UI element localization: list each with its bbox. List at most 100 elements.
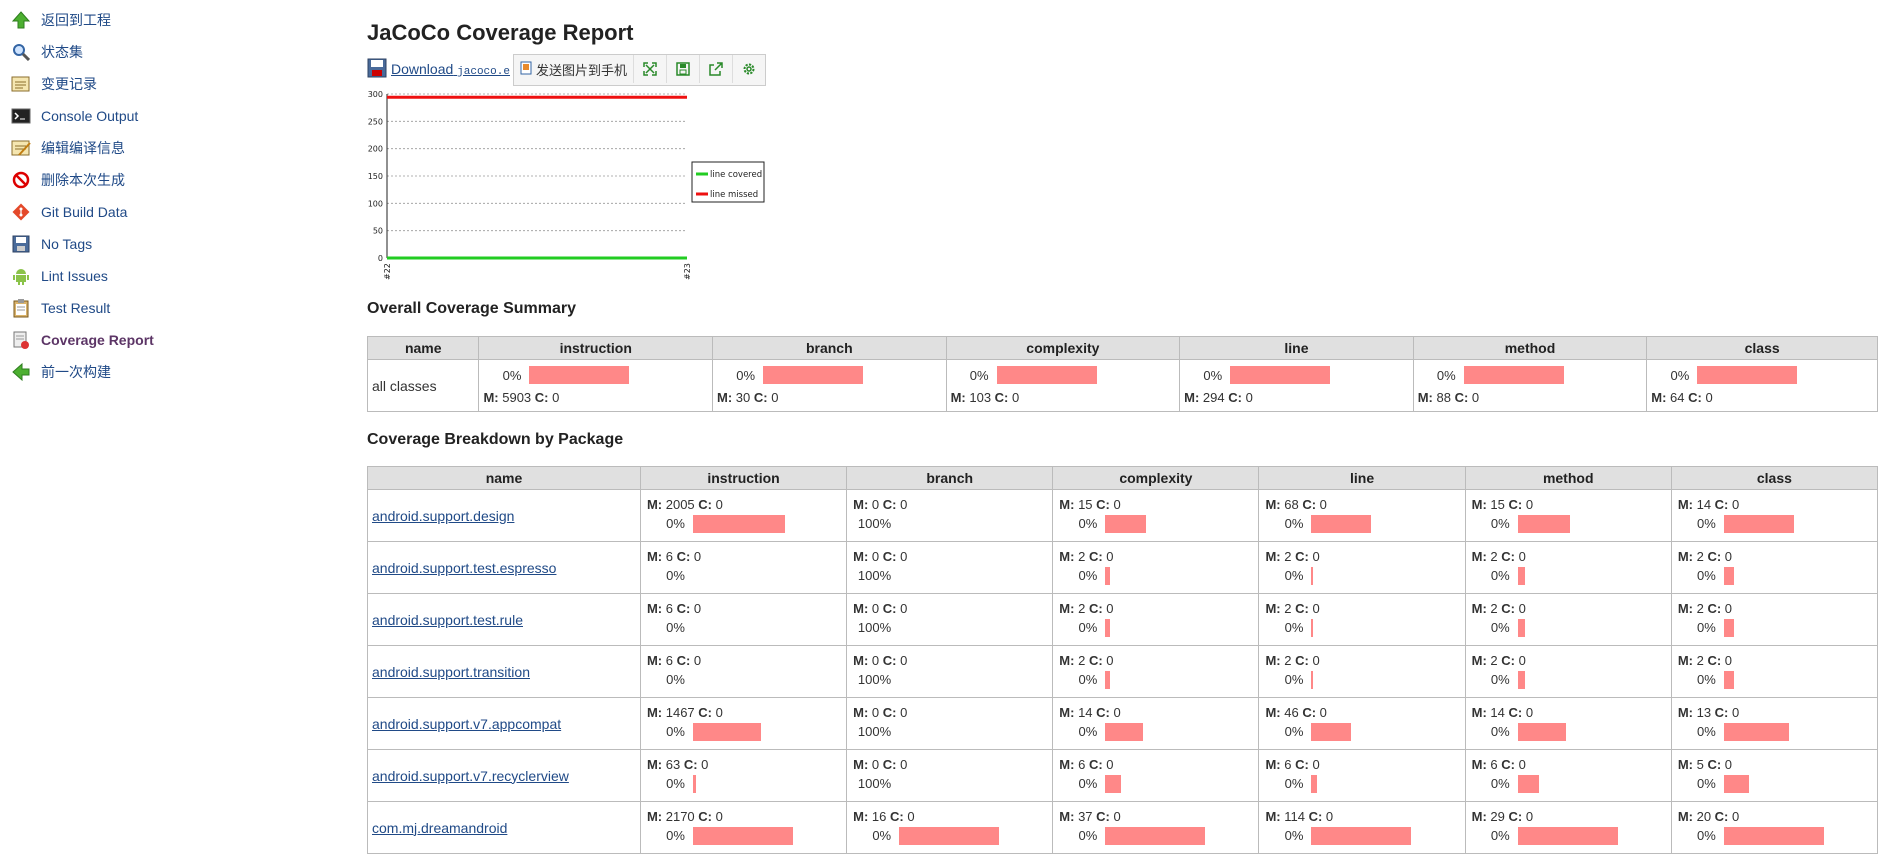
page-title: JaCoCo Coverage Report bbox=[367, 20, 634, 45]
terminal-icon bbox=[10, 105, 32, 127]
coverage-bar bbox=[1463, 366, 1564, 384]
coverage-percent: 0% bbox=[1284, 672, 1304, 687]
coverage-cell: M: 15 C: 0 0% bbox=[1052, 489, 1260, 542]
coverage-percent: 0% bbox=[1490, 620, 1510, 635]
coverage-cell: 0% M: 103 C: 0 bbox=[945, 359, 1181, 412]
sidebar: 返回到工程 状态集 变更记录 Console Output 编辑编译信息 删除本… bbox=[0, 0, 200, 388]
missed-covered-counts: M: 2 C: 0 bbox=[1677, 600, 1733, 616]
coverage-cell: M: 14 C: 0 0% bbox=[1052, 697, 1260, 750]
main-content: JaCoCo Coverage Report Download jacoco.e… bbox=[366, 0, 1882, 854]
floppy-icon bbox=[367, 58, 387, 81]
sidebar-item-delete-build[interactable]: 删除本次生成 bbox=[0, 164, 200, 196]
sidebar-item-label: 状态集 bbox=[41, 44, 83, 60]
coverage-cell: M: 13 C: 0 0% bbox=[1670, 697, 1879, 750]
coverage-percent: 0% bbox=[1697, 516, 1716, 531]
coverage-bar bbox=[996, 366, 1097, 384]
coverage-bar bbox=[1517, 618, 1525, 637]
sidebar-item-edit-build-info[interactable]: 编辑编译信息 bbox=[0, 132, 200, 164]
coverage-cell: M: 2 C: 0 0% bbox=[1670, 593, 1879, 646]
chart-legend-label: line covered bbox=[710, 170, 762, 180]
table-row: android.support.v7.recyclerview M: 63 C: … bbox=[367, 749, 1879, 802]
missed-covered-counts: M: 2 C: 0 bbox=[1059, 652, 1114, 668]
coverage-percent: 0% bbox=[1490, 672, 1510, 687]
package-link[interactable]: android.support.transition bbox=[372, 663, 530, 680]
coverage-cell: M: 68 C: 0 0% bbox=[1258, 489, 1466, 542]
fullscreen-icon[interactable] bbox=[634, 55, 668, 83]
coverage-percent: 0% bbox=[666, 672, 685, 687]
chart-x-tick-label: #22 bbox=[383, 263, 392, 280]
sidebar-item-coverage-report[interactable]: Coverage Report bbox=[0, 324, 200, 356]
table-row: all classes 0% M: 5903 C: 0 0% M: 30 C: 0 0% M… bbox=[366, 359, 1878, 412]
coverage-percent: 0% bbox=[1697, 620, 1716, 635]
coverage-percent: 0% bbox=[1284, 516, 1304, 531]
coverage-cell: M: 63 C: 0 0% bbox=[639, 749, 848, 802]
send-to-phone-label: 发送图片到手机 bbox=[536, 62, 628, 78]
sidebar-item-no-tags[interactable]: No Tags bbox=[0, 228, 200, 260]
table-row: com.mj.dreamandroid M: 2170 C: 0 0% M: 16 C… bbox=[367, 801, 1879, 854]
package-link[interactable]: android.support.v7.appcompat bbox=[372, 715, 562, 732]
coverage-cell: M: 2 C: 0 0% bbox=[1258, 645, 1466, 698]
coverage-bar bbox=[1517, 514, 1570, 533]
missed-covered-counts: M: 15 C: 0 bbox=[1471, 496, 1534, 512]
column-header: method bbox=[1464, 466, 1672, 490]
notepad-icon bbox=[10, 73, 32, 95]
coverage-bar bbox=[1311, 514, 1372, 533]
missed-covered-counts: M: 0 C: 0 bbox=[853, 704, 908, 720]
missed-covered-counts: M: 0 C: 0 bbox=[853, 496, 908, 512]
sidebar-item-console-output[interactable]: Console Output bbox=[0, 100, 200, 132]
coverage-cell: M: 14 C: 0 0% bbox=[1670, 489, 1879, 542]
download-link[interactable]: Download jacoco.e bbox=[391, 61, 510, 78]
missed-covered-counts: M: 103 C: 0 bbox=[950, 390, 1020, 405]
coverage-bar bbox=[692, 514, 785, 533]
column-header: complexity bbox=[1052, 466, 1260, 490]
overall-summary-heading: Overall Coverage Summary bbox=[367, 300, 576, 317]
coverage-percent: 0% bbox=[666, 776, 685, 791]
sidebar-item-test-result[interactable]: Test Result bbox=[0, 292, 200, 324]
gear-icon[interactable] bbox=[733, 55, 765, 83]
chart-y-tick-label: 200 bbox=[368, 145, 383, 154]
sidebar-item-label: 前一次构建 bbox=[41, 364, 111, 380]
package-link[interactable]: android.support.design bbox=[372, 507, 515, 524]
coverage-bar bbox=[529, 366, 630, 384]
sidebar-item-changes[interactable]: 变更记录 bbox=[0, 68, 200, 100]
download-file-name: jacoco.e bbox=[457, 65, 510, 78]
save-image-icon[interactable] bbox=[667, 55, 701, 83]
coverage-percent: 0% bbox=[1670, 367, 1690, 383]
send-to-phone-button[interactable]: 发送图片到手机 bbox=[514, 55, 635, 83]
coverage-cell: M: 20 C: 0 0% bbox=[1670, 801, 1879, 854]
coverage-percent: 100% bbox=[857, 620, 892, 635]
missed-covered-counts: M: 2 C: 0 bbox=[1059, 600, 1114, 616]
package-link[interactable]: android.support.v7.recyclerview bbox=[372, 767, 569, 784]
package-link[interactable]: com.mj.dreamandroid bbox=[372, 819, 508, 836]
missed-covered-counts: M: 6 C: 0 bbox=[1471, 756, 1526, 772]
coverage-cell: M: 0 C: 0 100% bbox=[846, 593, 1054, 646]
package-link[interactable]: android.support.test.espresso bbox=[372, 559, 557, 576]
sidebar-item-label: Lint Issues bbox=[41, 268, 108, 284]
sidebar-item-back-to-project[interactable]: 返回到工程 bbox=[0, 4, 200, 36]
coverage-bar bbox=[692, 722, 761, 741]
coverage-cell: M: 46 C: 0 0% bbox=[1258, 697, 1466, 750]
coverage-bar bbox=[1105, 566, 1111, 585]
coverage-bar bbox=[763, 366, 864, 384]
sidebar-item-git-build-data[interactable]: Git Build Data bbox=[0, 196, 200, 228]
missed-covered-counts: M: 2170 C: 0 bbox=[646, 808, 723, 824]
package-name-cell: android.support.v7.recyclerview bbox=[367, 749, 641, 802]
coverage-bar bbox=[1311, 670, 1314, 689]
sidebar-item-label: Console Output bbox=[41, 108, 139, 124]
missed-covered-counts: M: 2 C: 0 bbox=[1059, 548, 1114, 564]
coverage-percent: 0% bbox=[1697, 672, 1716, 687]
sidebar-item-status[interactable]: 状态集 bbox=[0, 36, 200, 68]
missed-covered-counts: M: 88 C: 0 bbox=[1417, 390, 1480, 405]
missed-covered-counts: M: 114 C: 0 bbox=[1265, 808, 1334, 824]
missed-covered-counts: M: 2 C: 0 bbox=[1471, 652, 1526, 668]
coverage-cell: M: 6 C: 0 0% bbox=[639, 541, 848, 594]
package-link[interactable]: android.support.test.rule bbox=[372, 611, 523, 628]
coverage-cell: 0% M: 294 C: 0 bbox=[1179, 359, 1414, 412]
sidebar-item-lint-issues[interactable]: Lint Issues bbox=[0, 260, 200, 292]
share-icon[interactable] bbox=[700, 55, 734, 83]
coverage-bar bbox=[1723, 618, 1734, 637]
breakdown-heading: Coverage Breakdown by Package bbox=[367, 431, 624, 448]
sidebar-item-previous-build[interactable]: 前一次构建 bbox=[0, 356, 200, 388]
coverage-cell: M: 0 C: 0 100% bbox=[846, 645, 1054, 698]
coverage-cell: M: 114 C: 0 0% bbox=[1258, 801, 1466, 854]
